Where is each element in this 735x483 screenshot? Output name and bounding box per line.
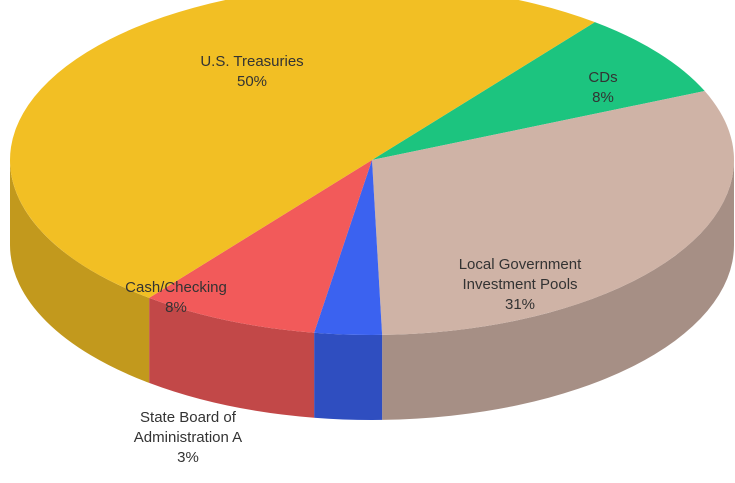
category-label: State Board of Administration A — [133, 409, 243, 446]
value-label: 3% — [177, 449, 199, 466]
slice-label: Local Government Investment Pools 31% — [425, 255, 615, 315]
slice-side — [382, 160, 734, 420]
value-label: 31% — [504, 296, 536, 313]
value-label: 8% — [592, 89, 614, 106]
slice — [372, 22, 705, 161]
slice-label: Cash/Checking 8% — [106, 278, 246, 318]
slice — [314, 160, 383, 335]
slice-label: U.S. Treasuries 50% — [172, 52, 332, 92]
slice-label: CDs 8% — [563, 68, 643, 108]
slice-side — [314, 332, 383, 420]
category-label: Local Government Investment Pools — [458, 256, 582, 293]
category-label: Cash/Checking — [125, 279, 227, 296]
category-label: CDs — [588, 69, 618, 86]
slice — [149, 160, 372, 333]
value-label: 8% — [165, 299, 187, 316]
slice — [372, 91, 734, 335]
value-label: 50% — [236, 73, 268, 90]
slice — [10, 0, 595, 298]
slice-side — [149, 297, 315, 418]
slice-label: State Board of Administration A 3% — [118, 408, 258, 468]
slice-side — [9, 160, 150, 383]
category-label: U.S. Treasuries — [200, 53, 304, 70]
